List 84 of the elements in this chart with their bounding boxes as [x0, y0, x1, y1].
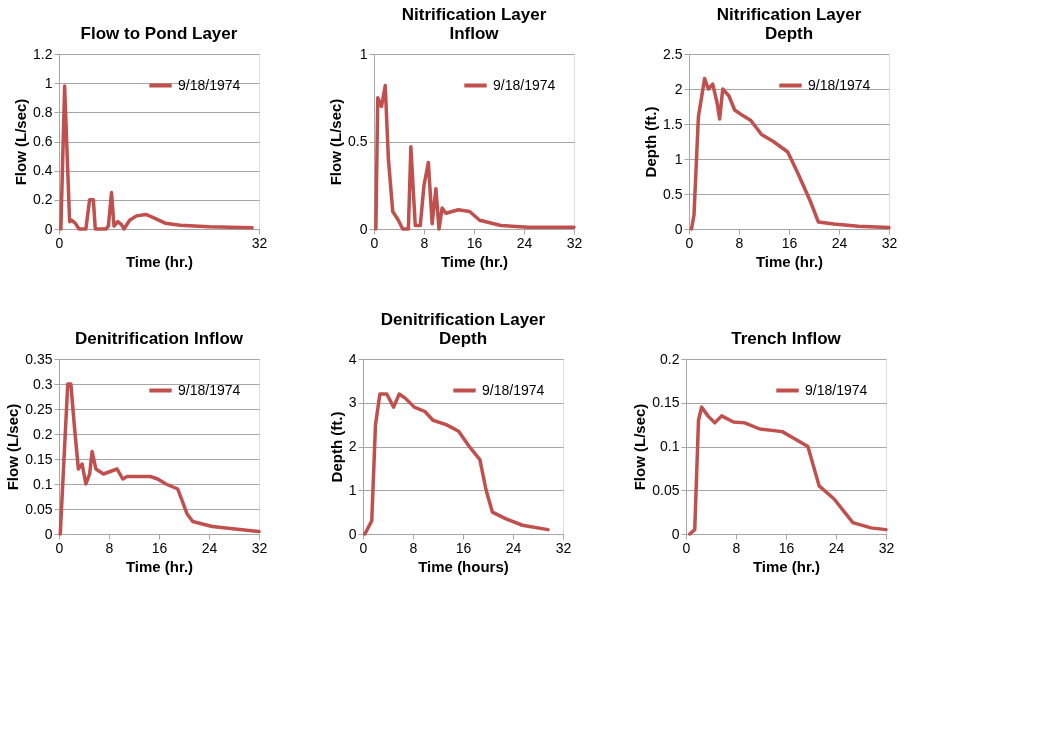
x-tick-label: 8	[735, 234, 744, 251]
x-tick-label: 32	[251, 234, 268, 251]
y-tick-label: 3	[348, 394, 357, 411]
x-tick-label: 24	[505, 539, 522, 556]
y-tick-label: 0.8	[33, 103, 53, 120]
x-tick-label: 32	[251, 539, 268, 556]
y-tick-label: 4	[348, 350, 357, 367]
x-tick-label: 0	[55, 234, 64, 251]
y-axis-title: Flow (L/sec)	[4, 403, 22, 491]
y-tick-label: 0	[44, 525, 53, 542]
x-tick-label: 16	[466, 234, 483, 251]
y-tick-label: 0.05	[652, 481, 680, 498]
y-tick-label: 0.35	[25, 350, 53, 367]
y-tick-label: 0.4	[33, 162, 53, 179]
y-tick-label: 1	[674, 150, 683, 167]
y-tick-label: 0.2	[33, 425, 53, 442]
legend-label: 9/18/1974	[808, 76, 871, 93]
y-tick-label: 1.5	[663, 115, 683, 132]
y-tick-label: 0.05	[25, 500, 53, 517]
y-axis-title: Flow (L/sec)	[631, 403, 649, 491]
y-tick-label: 0.2	[660, 350, 680, 367]
y-tick-label: 0.5	[663, 185, 683, 202]
x-axis-title: Time (hr.)	[752, 557, 821, 575]
y-tick-label: 1	[44, 74, 53, 91]
x-tick-label: 32	[881, 234, 898, 251]
x-axis-title: Time (hr.)	[125, 252, 194, 270]
chart-title: Trench Inflow	[731, 329, 842, 348]
y-tick-label: 1.2	[33, 45, 53, 62]
x-tick-label: 0	[370, 234, 379, 251]
legend-label: 9/18/1974	[482, 381, 545, 398]
x-tick-label: 8	[105, 539, 114, 556]
chart-title: Denitrification Inflow	[74, 329, 244, 348]
x-tick-label: 0	[685, 234, 694, 251]
x-axis-title: Time (hours)	[418, 557, 509, 575]
x-tick-label: 16	[778, 539, 795, 556]
x-tick-label: 24	[828, 539, 845, 556]
y-axis-title: Flow (L/sec)	[327, 98, 345, 186]
x-tick-label: 24	[201, 539, 218, 556]
y-tick-label: 0	[359, 220, 368, 237]
y-tick-label: 2	[674, 80, 683, 97]
x-axis-title: Time (hr.)	[440, 252, 509, 270]
x-tick-label: 8	[420, 234, 429, 251]
line-series	[58, 382, 261, 536]
x-axis-title: Time (hr.)	[755, 252, 824, 270]
y-axis-title: Flow (L/sec)	[12, 98, 30, 186]
y-tick-label: 1	[348, 481, 357, 498]
y-tick-label: 0	[671, 525, 680, 542]
x-axis-title: Time (hr.)	[125, 557, 194, 575]
x-tick-label: 16	[781, 234, 798, 251]
legend-label: 9/18/1974	[178, 76, 241, 93]
chart-title: Nitrification Layer Inflow	[401, 5, 547, 43]
x-tick-label: 16	[151, 539, 168, 556]
y-tick-label: 0.25	[25, 400, 53, 417]
y-tick-label: 1	[359, 45, 368, 62]
x-tick-label: 0	[55, 539, 64, 556]
x-tick-label: 16	[455, 539, 472, 556]
chart-title: Denitrification Layer Depth	[380, 310, 546, 348]
chart-title: Flow to Pond Layer	[80, 24, 238, 43]
y-tick-label: 2	[348, 438, 357, 454]
x-tick-label: 32	[878, 539, 895, 556]
x-tick-label: 8	[409, 539, 418, 556]
y-tick-label: 0.15	[652, 394, 680, 411]
x-tick-label: 32	[566, 234, 583, 251]
x-tick-label: 32	[555, 539, 572, 556]
y-tick-label: 0	[44, 220, 53, 237]
y-tick-label: 0	[348, 525, 357, 542]
legend-label: 9/18/1974	[178, 381, 241, 398]
y-tick-label: 0.3	[33, 375, 53, 392]
y-tick-label: 0.5	[348, 133, 368, 149]
x-tick-label: 8	[732, 539, 741, 556]
y-axis-title: Depth (ft.)	[327, 411, 345, 483]
x-tick-label: 24	[831, 234, 848, 251]
legend-label: 9/18/1974	[493, 76, 556, 93]
y-tick-label: 2.5	[663, 45, 683, 62]
y-tick-label: 0	[674, 220, 683, 237]
y-tick-label: 0.1	[660, 438, 680, 454]
y-tick-label: 0.6	[33, 133, 53, 149]
y-tick-label: 0.2	[33, 191, 53, 208]
chart-title: Nitrification Layer Depth	[716, 5, 862, 43]
y-tick-label: 0.15	[25, 450, 53, 467]
y-axis-title: Depth (ft.)	[642, 106, 660, 178]
legend-label: 9/18/1974	[805, 381, 868, 398]
y-tick-label: 0.1	[33, 475, 53, 492]
x-tick-label: 24	[516, 234, 533, 251]
